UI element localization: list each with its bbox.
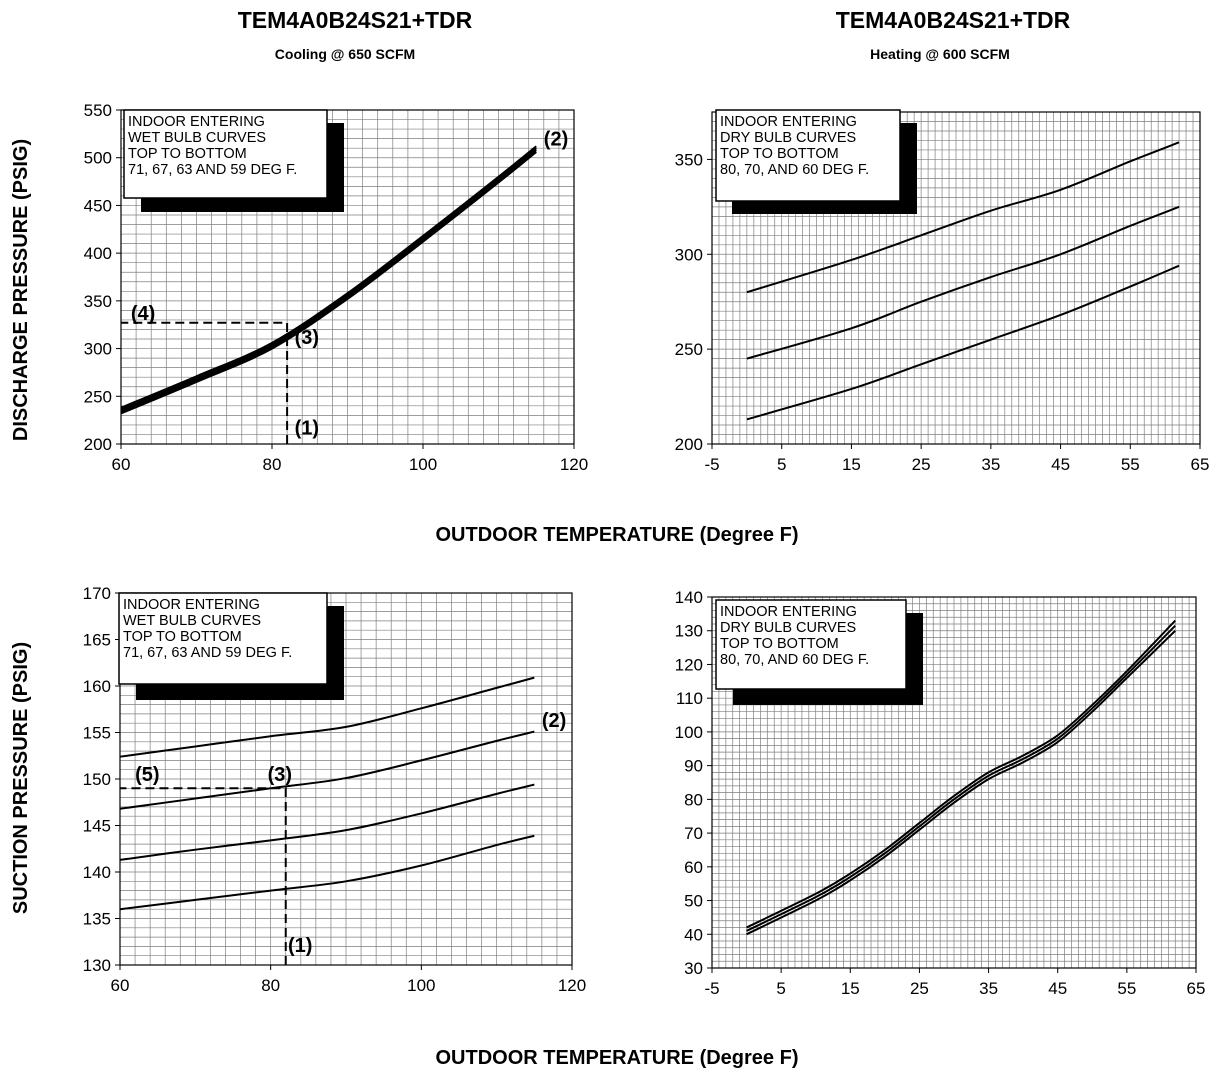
guide-dashed-line: [121, 323, 287, 444]
legend-text-line: 80, 70, AND 60 DEG F.: [720, 652, 869, 668]
annotation-label: (2): [544, 128, 568, 150]
y-tick-label: 120: [675, 655, 703, 674]
x-tick-label: 25: [910, 979, 929, 998]
y-tick-label: 100: [675, 723, 703, 742]
x-tick-label: 45: [1051, 455, 1070, 474]
legend-text-line: TOP TO BOTTOM: [720, 146, 839, 162]
annotation-label: (1): [295, 417, 319, 439]
legend-text-line: DRY BULB CURVES: [720, 620, 856, 636]
cooling-suction-chart: 60 80 100 120 130 135 140 145 150 155 160 165 170 (1)…: [83, 584, 587, 995]
annotation-label: (2): [542, 710, 566, 732]
y-tick-label: 165: [83, 631, 111, 650]
annotation-label: (5): [135, 764, 159, 786]
y-tick-label: 300: [84, 340, 112, 359]
legend-text-line: DRY BULB CURVES: [720, 130, 856, 146]
y-tick-label: 160: [83, 677, 111, 696]
cooling-discharge-chart: 60 80 100 120 200 250 300 350 400 450 500 550 (1) (2)…: [84, 101, 589, 474]
y-tick-label: 400: [84, 244, 112, 263]
heating-chart-subtitle: Heating @ 600 SCFM: [870, 46, 1010, 62]
heating-chart-title: TEM4A0B24S21+TDR: [836, 7, 1071, 33]
x-tick-label: 65: [1191, 455, 1210, 474]
x-tick-label: 35: [979, 979, 998, 998]
y-tick-label: 135: [83, 910, 111, 929]
annotation-label: (1): [288, 935, 312, 957]
x-tick-label: 65: [1187, 979, 1206, 998]
y-tick-label: 250: [84, 387, 112, 406]
series-line-3: [120, 785, 534, 860]
x-tick-label: 15: [841, 979, 860, 998]
x-tick-label: 100: [407, 976, 435, 995]
series-line-4: [120, 836, 534, 909]
y-tick-label: 550: [84, 101, 112, 120]
x-tick-label: 60: [112, 455, 131, 474]
y-tick-label: 140: [83, 863, 111, 882]
legend-text-line: 80, 70, AND 60 DEG F.: [720, 162, 869, 178]
y-tick-label: 200: [84, 435, 112, 454]
x-tick-label: 45: [1048, 979, 1067, 998]
x-tick-label: 5: [777, 455, 786, 474]
x-tick-label: 55: [1121, 455, 1140, 474]
x-tick-label: 120: [560, 455, 588, 474]
y-axis-label-discharge: DISCHARGE PRESSURE (PSIG): [10, 139, 32, 441]
annotation-label: (3): [295, 327, 319, 349]
legend-text-line: WET BULB CURVES: [128, 130, 266, 146]
y-tick-label: 450: [84, 196, 112, 215]
y-tick-label: 130: [83, 956, 111, 975]
y-tick-label: 110: [676, 689, 703, 708]
y-tick-label: 60: [684, 858, 703, 877]
x-axis-label-bottom: OUTDOOR TEMPERATURE (Degree F): [436, 1047, 799, 1069]
annotation-label: (3): [268, 764, 292, 786]
legend-text-line: INDOOR ENTERING: [128, 114, 265, 130]
y-tick-label: 250: [675, 340, 703, 359]
y-tick-label: 145: [83, 817, 111, 836]
x-tick-label: 80: [263, 455, 282, 474]
y-tick-label: 200: [675, 435, 703, 454]
y-tick-label: 50: [684, 892, 703, 911]
legend-text-line: WET BULB CURVES: [123, 613, 261, 629]
y-tick-label: 30: [684, 959, 703, 978]
legend-text-line: INDOOR ENTERING: [720, 604, 857, 620]
guide-dashed-line: [120, 788, 286, 965]
y-tick-label: 500: [84, 149, 112, 168]
legend-text-line: TOP TO BOTTOM: [123, 629, 242, 645]
x-tick-label: 15: [842, 455, 861, 474]
legend-text-line: 71, 67, 63 AND 59 DEG F.: [123, 645, 292, 661]
y-tick-label: 80: [684, 790, 703, 809]
y-tick-label: 140: [675, 588, 703, 607]
cooling-chart-subtitle: Cooling @ 650 SCFM: [275, 46, 415, 62]
x-tick-label: 120: [558, 976, 586, 995]
y-axis-label-suction: SUCTION PRESSURE (PSIG): [10, 642, 32, 914]
x-tick-label: 60: [111, 976, 130, 995]
legend-text-line: TOP TO BOTTOM: [720, 636, 839, 652]
heating-suction-chart: -5 5 15 25 35 45 55 65 30 40 50 60 70 80 90 100 110 120 13…: [675, 588, 1206, 998]
cooling-chart-title: TEM4A0B24S21+TDR: [238, 7, 473, 33]
x-tick-label: -5: [704, 979, 719, 998]
annotation-label: (4): [131, 303, 155, 325]
series-line-2: [120, 732, 534, 809]
legend-text-line: INDOOR ENTERING: [720, 114, 857, 130]
x-tick-label: 55: [1117, 979, 1136, 998]
y-tick-label: 40: [684, 925, 703, 944]
y-tick-label: 130: [675, 622, 703, 641]
y-tick-label: 170: [83, 584, 111, 603]
legend-text-line: TOP TO BOTTOM: [128, 146, 247, 162]
x-tick-label: 80: [261, 976, 280, 995]
heating-discharge-chart: -5 5 15 25 35 45 55 65 200 250 300 350 INDOOR ENTERI…: [675, 110, 1210, 474]
y-tick-label: 90: [684, 757, 703, 776]
x-axis-label-top: OUTDOOR TEMPERATURE (Degree F): [436, 524, 799, 546]
y-tick-label: 70: [684, 824, 703, 843]
x-tick-label: -5: [704, 455, 719, 474]
y-tick-label: 155: [83, 724, 111, 743]
x-tick-label: 35: [981, 455, 1000, 474]
y-tick-label: 350: [675, 150, 703, 169]
y-tick-label: 150: [83, 770, 111, 789]
legend-text-line: INDOOR ENTERING: [123, 597, 260, 613]
y-tick-label: 300: [675, 245, 703, 264]
x-tick-label: 5: [776, 979, 785, 998]
x-tick-label: 25: [912, 455, 931, 474]
y-tick-label: 350: [84, 292, 112, 311]
x-tick-label: 100: [409, 455, 437, 474]
legend-text-line: 71, 67, 63 AND 59 DEG F.: [128, 162, 297, 178]
